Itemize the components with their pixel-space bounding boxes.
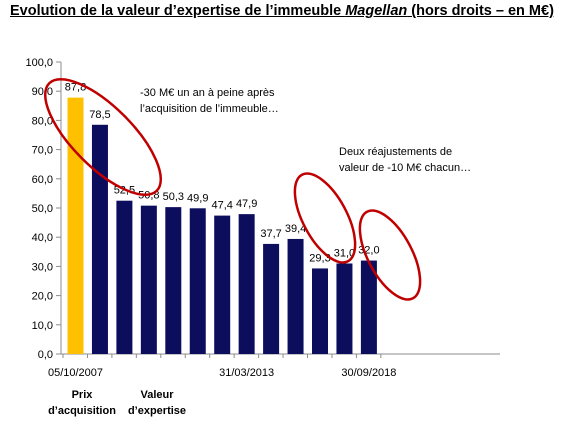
chart-title: Evolution de la valeur d’expertise de l’… [10,3,554,19]
annotation-ellipse [43,77,163,197]
y-tick-label: 10,0 [32,320,53,332]
value-label: 49,9 [187,192,208,204]
bar [189,208,206,354]
bars [67,97,377,355]
caption-prix-line-2: d’acquisition [48,405,116,417]
bar [140,205,157,354]
bar [214,215,231,354]
y-tick-label: 40,0 [32,232,53,244]
bar [238,214,255,354]
value-label: 47,4 [211,200,232,212]
y-tick-label: 70,0 [32,145,53,157]
annotation-2-line-1: Deux réajustements de [339,146,452,158]
bar [67,97,84,355]
x-tick-label: 05/10/2007 [48,367,103,379]
title-part-1: Evolution de la valeur d’expertise de l’… [10,3,346,19]
title-building-name: Magellan [345,3,408,19]
value-label: 31,0 [334,247,355,259]
y-tick-label: 20,0 [32,291,53,303]
annotation-ellipses [43,77,422,301]
y-tick-label: 100,0 [25,57,53,69]
bar [287,238,304,354]
bar [165,207,182,354]
y-tick-label: 90,0 [32,86,53,98]
title-part-2: (hors droits – en M€) [407,3,554,19]
bar [91,124,108,354]
value-label: 47,9 [236,198,257,210]
y-tick-label: 0,0 [38,349,53,361]
bar [116,200,133,354]
caption-prix-line-1: Prix [72,389,94,401]
y-tick-label: 60,0 [32,174,53,186]
bar [312,268,328,354]
value-label: 78,5 [89,109,110,121]
bar [360,260,377,354]
value-label: 37,7 [260,228,281,240]
annotation-ellipse [358,209,422,301]
caption-valeur-line-1: Valeur [140,389,174,401]
bar [263,243,280,354]
value-label: 50,3 [163,191,184,203]
x-tick-label: 30/09/2018 [341,367,396,379]
annotation-ellipse [293,172,357,264]
x-tick-label: 31/03/2013 [219,367,274,379]
annotation-1-line-2: l’acquisition de l’immeuble… [140,103,279,115]
x-axis: 05/10/2007 31/03/2013 30/09/2018 [48,353,500,379]
value-label: 29,3 [309,252,330,264]
y-tick-label: 50,0 [32,203,53,215]
bar [336,263,353,354]
annotation-2-line-2: valeur de -10 M€ chacun… [339,162,471,174]
value-label: 39,4 [285,223,306,235]
caption-valeur-line-2: d’expertise [128,405,186,417]
annotation-1-line-1: -30 M€ un an à peine après [140,87,275,99]
y-tick-label: 80,0 [32,115,53,127]
y-tick-label: 30,0 [32,261,53,273]
y-axis: 0,0 10,0 20,0 30,0 40,0 50,0 60,0 70,0 80,0 90,0 1… [25,57,62,361]
